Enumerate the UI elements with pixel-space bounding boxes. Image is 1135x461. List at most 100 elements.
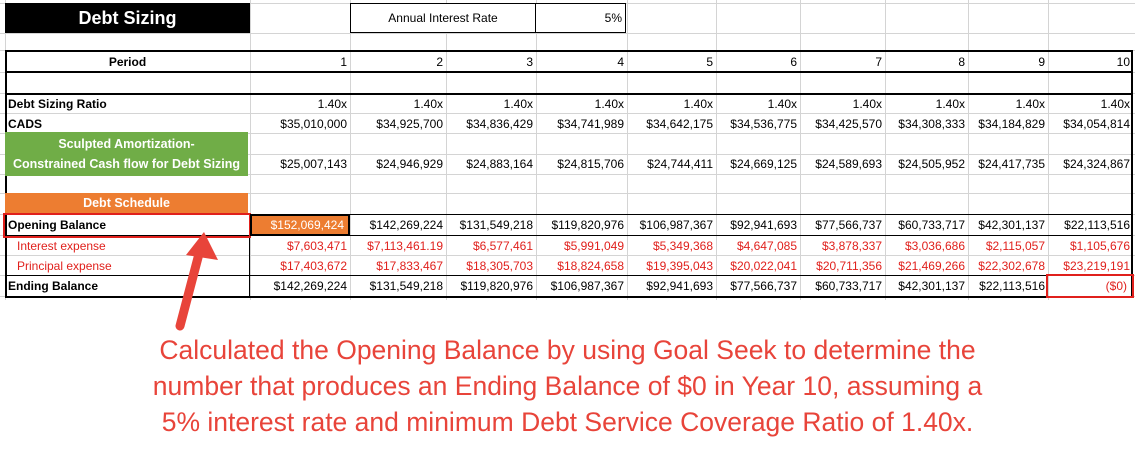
ending-cell-6[interactable]: $77,566,737 <box>730 279 797 293</box>
interest-cell-7[interactable]: $3,878,337 <box>821 239 882 253</box>
periods-cell-6[interactable]: 6 <box>790 55 797 69</box>
principal-cell-4[interactable]: $18,824,658 <box>557 259 624 273</box>
ending-cell-4[interactable]: $106,987,367 <box>550 279 624 293</box>
ending-balance-label[interactable]: Ending Balance <box>8 279 99 293</box>
dscr-cell-3[interactable]: 1.40x <box>503 97 533 111</box>
period-label[interactable]: Period <box>108 55 147 69</box>
cads-cell-6[interactable]: $34,536,775 <box>730 117 797 131</box>
interest-expense-label[interactable]: Interest expense <box>17 239 106 253</box>
opening-cell-6[interactable]: $92,941,693 <box>730 218 797 232</box>
opening-cell-2[interactable]: $142,269,224 <box>369 218 443 232</box>
principal-cell-5[interactable]: $19,395,043 <box>646 259 713 273</box>
opening-cell-10[interactable]: $22,113,516 <box>1064 218 1130 232</box>
ending-cell-7[interactable]: $60,733,717 <box>815 279 882 293</box>
sculpted-cell-10[interactable]: $24,324,867 <box>1063 157 1130 171</box>
sculpted-cell-2[interactable]: $24,946,929 <box>376 157 443 171</box>
principal-cell-9[interactable]: $22,302,678 <box>978 259 1045 273</box>
sculpted-cell-7[interactable]: $24,589,693 <box>815 157 882 171</box>
interest-cell-4[interactable]: $5,991,049 <box>563 239 624 253</box>
cads-cell-8[interactable]: $34,308,333 <box>898 117 965 131</box>
cads-cell-2[interactable]: $34,925,700 <box>376 117 443 131</box>
sculpted-cell-3[interactable]: $24,883,164 <box>466 157 533 171</box>
dscr-cell-6[interactable]: 1.40x <box>767 97 797 111</box>
interest-cell-5[interactable]: $5,349,368 <box>652 239 713 253</box>
opening-bottom-border <box>5 235 1133 236</box>
interest-rate-value[interactable]: 5% <box>535 3 626 33</box>
principal-expense-label[interactable]: Principal expense <box>17 259 112 273</box>
ending-cell-3[interactable]: $119,820,976 <box>460 279 533 293</box>
arrow-icon <box>175 232 218 331</box>
periods-cell-10[interactable]: 10 <box>1116 55 1130 69</box>
periods-cell-5[interactable]: 5 <box>706 55 713 69</box>
dscr-cell-9[interactable]: 1.40x <box>1015 97 1045 111</box>
opening-cell-3[interactable]: $131,549,218 <box>459 218 533 232</box>
dscr-cell-1[interactable]: 1.40x <box>317 97 347 111</box>
sculpted-amortization-label[interactable]: Sculpted Amortization- Constrained Cash … <box>5 132 248 176</box>
dscr-cell-8[interactable]: 1.40x <box>935 97 965 111</box>
interest-cell-6[interactable]: $4,647,085 <box>736 239 797 253</box>
sculpted-cell-6[interactable]: $24,669,125 <box>730 157 797 171</box>
periods-cell-3[interactable]: 3 <box>526 55 533 69</box>
dscr-cell-2[interactable]: 1.40x <box>413 97 443 111</box>
ending-cell-5[interactable]: $92,941,693 <box>646 279 713 293</box>
interest-cell-8[interactable]: $3,036,686 <box>904 239 965 253</box>
principal-cell-7[interactable]: $20,711,356 <box>816 259 882 273</box>
interest-cell-9[interactable]: $2,115,057 <box>985 239 1045 253</box>
table-right-border <box>1131 50 1133 298</box>
interest-cell-10[interactable]: $1,105,676 <box>1069 239 1130 253</box>
interest-rate-label[interactable]: Annual Interest Rate <box>350 3 536 33</box>
ending-cell-8[interactable]: $42,301,137 <box>898 279 965 293</box>
grid-vline <box>250 0 251 300</box>
sculpted-cell-4[interactable]: $24,815,706 <box>557 157 624 171</box>
periods-cell-1[interactable]: 1 <box>340 55 347 69</box>
cads-cell-9[interactable]: $34,184,829 <box>978 117 1045 131</box>
periods-cell-7[interactable]: 7 <box>875 55 882 69</box>
opening-balance-selected-cell[interactable]: $152,069,424 <box>250 214 350 236</box>
sculpted-cell-5[interactable]: $24,744,411 <box>647 157 713 171</box>
principal-cell-3[interactable]: $18,305,703 <box>466 259 533 273</box>
ending-cell-9[interactable]: $22,113,516 <box>979 279 1045 293</box>
grid-vline <box>627 0 628 300</box>
principal-cell-10[interactable]: $23,219,191 <box>1063 259 1130 273</box>
grid-vline <box>800 0 801 300</box>
opening-cell-4[interactable]: $119,820,976 <box>551 218 624 232</box>
principal-cell-2[interactable]: $17,833,467 <box>376 259 443 273</box>
principal-cell-1[interactable]: $17,403,672 <box>280 259 347 273</box>
sculpted-cell-9[interactable]: $24,417,735 <box>978 157 1045 171</box>
ending-cell-10[interactable]: ($0) <box>1105 279 1127 293</box>
interest-cell-1[interactable]: $7,603,471 <box>286 239 347 253</box>
periods-cell-8[interactable]: 8 <box>958 55 965 69</box>
caption-line-3: 5% interest rate and minimum Debt Servic… <box>161 407 974 437</box>
opening-balance-label[interactable]: Opening Balance <box>8 218 107 232</box>
interest-cell-3[interactable]: $6,577,461 <box>472 239 533 253</box>
opening-cell-9[interactable]: $42,301,137 <box>978 218 1045 232</box>
sheet-title[interactable]: Debt Sizing <box>5 3 250 33</box>
ending-cell-2[interactable]: $131,549,218 <box>369 279 443 293</box>
sculpted-cell-1[interactable]: $25,007,143 <box>280 157 347 171</box>
opening-cell-8[interactable]: $60,733,717 <box>898 218 965 232</box>
opening-cell-5[interactable]: $106,987,367 <box>639 218 713 232</box>
interest-cell-2[interactable]: $7,113,461.19 <box>367 239 443 253</box>
ending-cell-1[interactable]: $142,269,224 <box>273 279 347 293</box>
opening-cell-7[interactable]: $77,566,737 <box>815 218 882 232</box>
cads-label[interactable]: CADS <box>8 117 43 131</box>
cads-cell-3[interactable]: $34,836,429 <box>466 117 533 131</box>
cads-cell-10[interactable]: $34,054,814 <box>1063 117 1130 131</box>
principal-cell-6[interactable]: $20,022,041 <box>730 259 797 273</box>
sculpted-cell-8[interactable]: $24,505,952 <box>898 157 965 171</box>
periods-cell-4[interactable]: 4 <box>617 55 624 69</box>
dscr-cell-7[interactable]: 1.40x <box>852 97 882 111</box>
dscr-cell-5[interactable]: 1.40x <box>683 97 713 111</box>
principal-cell-8[interactable]: $21,469,266 <box>898 259 965 273</box>
cads-cell-4[interactable]: $34,741,989 <box>557 117 624 131</box>
cads-cell-1[interactable]: $35,010,000 <box>280 117 347 131</box>
cads-cell-5[interactable]: $34,642,175 <box>646 117 713 131</box>
debt-schedule-label[interactable]: Debt Schedule <box>5 193 248 214</box>
periods-cell-9[interactable]: 9 <box>1038 55 1045 69</box>
dscr-label[interactable]: Debt Sizing Ratio <box>8 97 107 111</box>
dscr-cell-10[interactable]: 1.40x <box>1100 97 1130 111</box>
cads-cell-7[interactable]: $34,425,570 <box>815 117 882 131</box>
dscr-cell-4[interactable]: 1.40x <box>594 97 624 111</box>
sculpted-label-line1: Sculpted Amortization- <box>58 137 195 151</box>
periods-cell-2[interactable]: 2 <box>436 55 443 69</box>
